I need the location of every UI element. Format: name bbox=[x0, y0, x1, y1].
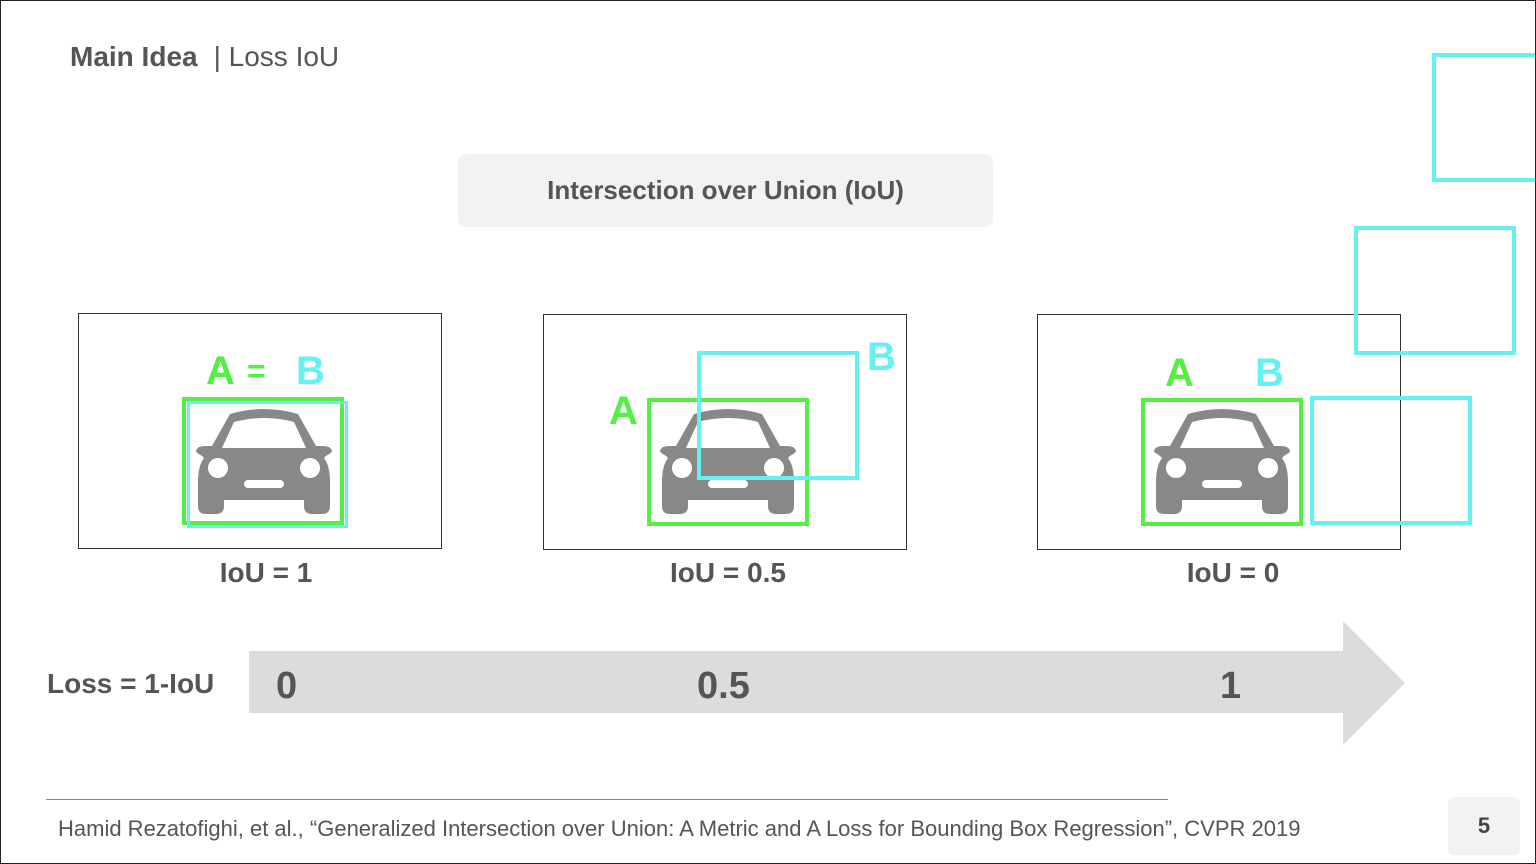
loss-value-0-5: 0.5 bbox=[697, 665, 750, 707]
loss-arrow bbox=[249, 621, 1405, 745]
header-box: Intersection over Union (IoU) bbox=[458, 154, 993, 227]
page-number: 5 bbox=[1448, 797, 1520, 855]
box-a-panel1 bbox=[182, 397, 344, 525]
panel-iou-0-5 bbox=[543, 314, 907, 550]
panel-iou-0 bbox=[1037, 314, 1401, 550]
box-a-panel2 bbox=[647, 398, 809, 526]
header-text: Intersection over Union (IoU) bbox=[547, 175, 904, 205]
box-b-panel3 bbox=[1310, 396, 1472, 525]
car-front-icon bbox=[660, 409, 796, 514]
loss-value-1: 1 bbox=[1220, 665, 1242, 707]
title-main: Main Idea bbox=[70, 41, 198, 72]
iou-label-panel3: IoU = 0 bbox=[1186, 557, 1280, 588]
page-number-text: 5 bbox=[1477, 813, 1491, 838]
car-front-icon bbox=[196, 409, 332, 514]
iou-label-panel1: IoU = 1 bbox=[219, 557, 313, 588]
equals-sign: = bbox=[247, 353, 266, 389]
box-b-panel2 bbox=[697, 351, 859, 480]
slide-title: Main Idea | Loss IoU bbox=[70, 41, 339, 73]
label-b-panel2: B bbox=[867, 335, 896, 379]
loss-label: Loss = 1-IoU bbox=[47, 668, 215, 699]
label-b-panel1: B bbox=[296, 349, 325, 393]
car-front-icon bbox=[1154, 409, 1290, 514]
panel-iou-1 bbox=[78, 313, 442, 549]
label-a-panel3: A bbox=[1165, 351, 1194, 395]
title-sub: | Loss IoU bbox=[213, 41, 340, 72]
box-b-panel1 bbox=[187, 401, 348, 528]
loss-value-0: 0 bbox=[276, 665, 298, 707]
citation: Hamid Rezatofighi, et al., “Generalized … bbox=[58, 816, 1301, 841]
box-a-panel3 bbox=[1141, 398, 1303, 526]
box-b-trail-top bbox=[1432, 53, 1535, 182]
footer-divider bbox=[46, 799, 1168, 800]
label-a-panel1: A bbox=[206, 349, 235, 393]
iou-label-panel2: IoU = 0.5 bbox=[670, 557, 786, 588]
box-b-trail-middle bbox=[1354, 226, 1516, 355]
label-b-panel3: B bbox=[1255, 351, 1284, 395]
label-a-panel2: A bbox=[609, 389, 638, 433]
